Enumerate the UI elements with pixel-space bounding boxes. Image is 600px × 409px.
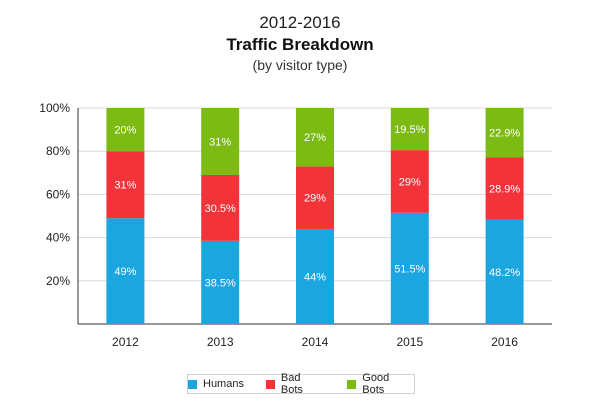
data-label: 31%: [209, 136, 231, 148]
x-tick-label: 2012: [112, 335, 139, 349]
chart-title: Traffic Breakdown: [226, 35, 374, 54]
chart-period: 2012-2016: [259, 13, 341, 32]
data-label: 44%: [304, 271, 326, 283]
bar-segment: [390, 108, 429, 151]
x-tick-label: 2016: [491, 335, 518, 349]
data-label: 20%: [114, 125, 136, 137]
data-label: 22.9%: [489, 128, 520, 140]
data-label: 29%: [399, 176, 421, 188]
data-label: 49%: [114, 266, 136, 278]
data-label: 31%: [114, 180, 136, 192]
bar-segment: [390, 150, 429, 213]
bar-segment: [201, 174, 240, 241]
legend-swatch: [265, 379, 275, 389]
chart-subtitle: (by visitor type): [252, 57, 348, 73]
y-tick-label: 20%: [46, 274, 70, 288]
y-tick-label: 80%: [46, 144, 70, 158]
data-label: 27%: [304, 132, 326, 144]
legend-swatch: [347, 379, 357, 389]
data-label: 51.5%: [394, 263, 425, 275]
legend-item: Humans: [188, 378, 244, 390]
chart-titles: 2012-2016 Traffic Breakdown (by visitor …: [0, 12, 600, 74]
data-label: 29%: [304, 193, 326, 205]
data-label: 28.9%: [489, 184, 520, 196]
y-tick-label: 100%: [39, 101, 70, 115]
data-label: 38.5%: [205, 277, 236, 289]
x-tick-label: 2013: [207, 335, 234, 349]
bar-segment: [106, 151, 145, 219]
bar-segment: [296, 108, 334, 167]
legend-item: Bad Bots: [265, 372, 325, 396]
bar-segment: [296, 166, 334, 229]
data-label: 19.5%: [394, 124, 425, 136]
y-tick-label: 40%: [46, 231, 70, 245]
bar-segment: [106, 218, 145, 324]
legend-item: Good Bots: [347, 372, 414, 396]
bar-segment: [106, 108, 145, 152]
data-label: 48.2%: [489, 267, 520, 279]
bar-segment: [201, 108, 240, 175]
legend-label: Humans: [203, 378, 244, 390]
x-tick-label: 2015: [396, 335, 423, 349]
x-tick-label: 2014: [302, 335, 329, 349]
chart-legend: Humans Bad Bots Good Bots: [187, 372, 415, 396]
y-tick-label: 60%: [46, 187, 70, 201]
legend-label: Bad Bots: [280, 372, 303, 396]
bar-segment: [390, 212, 429, 324]
bar-segment: [485, 108, 524, 158]
bar-segment: [485, 157, 524, 220]
legend-label: Good Bots: [362, 372, 390, 396]
bar-segment: [485, 219, 524, 324]
bar-segment: [201, 240, 240, 324]
legend-swatch: [188, 379, 197, 389]
data-label: 30.5%: [205, 203, 236, 215]
bar-segment: [296, 228, 334, 324]
